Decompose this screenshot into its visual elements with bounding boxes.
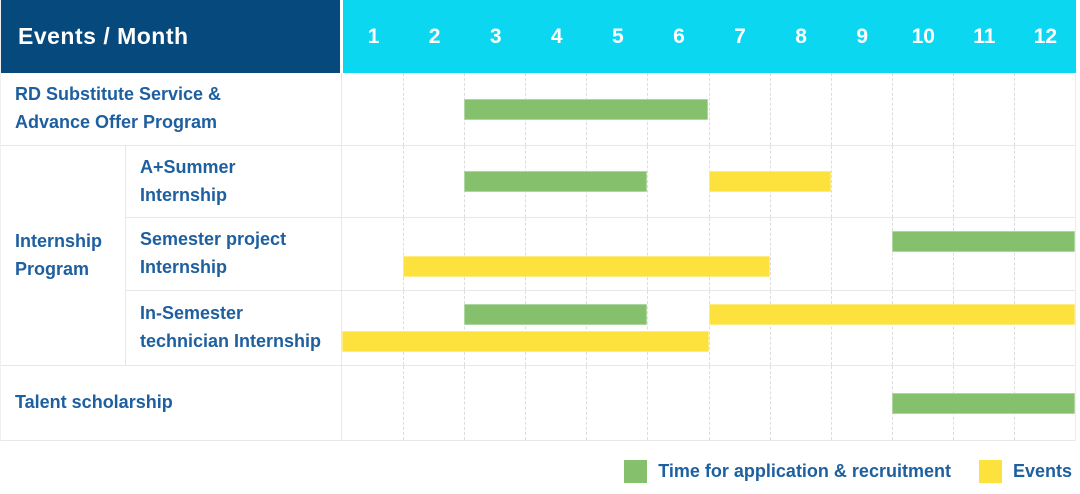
month-gridline xyxy=(403,73,405,145)
month-gridline xyxy=(952,146,954,217)
month-gridline xyxy=(464,218,466,290)
month-gridline xyxy=(952,218,954,290)
month-gridline xyxy=(647,291,649,365)
month-gridline xyxy=(708,366,710,440)
gantt-track-talent-scholarship xyxy=(342,366,1075,441)
month-gridline xyxy=(891,218,893,290)
month-gridline xyxy=(586,291,588,365)
month-header-10: 10 xyxy=(911,24,935,48)
month-gridline xyxy=(1013,73,1015,145)
event-bar xyxy=(342,331,709,352)
month-gridline xyxy=(769,218,771,290)
event-bar xyxy=(708,171,831,192)
month-gridline xyxy=(1013,218,1015,290)
row-label-semester-project: Semester project Internship xyxy=(126,218,342,291)
month-gridline xyxy=(830,291,832,365)
row-label-talent-scholarship: Talent scholarship xyxy=(1,366,342,441)
row-label-a-plus-summer: A+Summer Internship xyxy=(126,146,342,218)
month-header-3: 3 xyxy=(489,24,502,48)
legend-item-recruitment: Time for application & recruitment xyxy=(624,459,951,483)
legend-item-events: Events xyxy=(978,459,1072,483)
month-gridline xyxy=(586,366,588,440)
month-gridline xyxy=(1013,291,1015,365)
month-gridline xyxy=(708,218,710,290)
month-gridline xyxy=(403,291,405,365)
month-header-6: 6 xyxy=(673,24,685,48)
month-header-2: 2 xyxy=(428,24,441,48)
month-gridline xyxy=(403,366,405,440)
month-gridline xyxy=(1013,146,1015,217)
month-gridline xyxy=(830,146,832,217)
legend-label-recruitment: Time for application & recruitment xyxy=(658,460,951,481)
month-gridline xyxy=(525,218,527,290)
month-header-11: 11 xyxy=(973,24,996,48)
events-month-header-cell: Events / Month xyxy=(1,0,340,73)
month-gridline xyxy=(952,73,954,145)
month-gridline xyxy=(403,218,405,290)
month-gridline xyxy=(891,73,893,145)
month-header-7: 7 xyxy=(734,24,746,48)
month-header-1: 1 xyxy=(367,24,380,48)
events-month-table: Events / Month 1 2 3 4 5 6 7 8 9 10 11 12 RD Substi… xyxy=(0,0,1076,441)
month-header-8: 8 xyxy=(795,24,807,48)
month-header-12: 12 xyxy=(1033,24,1058,48)
month-header-4: 4 xyxy=(550,24,563,48)
row-label-rd-substitute: RD Substitute Service & Advance Offer Pr… xyxy=(1,73,342,146)
month-gridline xyxy=(647,366,649,440)
recruitment-bar xyxy=(891,392,1075,414)
month-gridline xyxy=(952,291,954,365)
month-gridline xyxy=(525,291,527,365)
header-divider xyxy=(340,0,343,73)
month-gridline xyxy=(708,291,710,365)
gantt-track-in-semester-technician xyxy=(342,291,1075,366)
month-gridline xyxy=(830,73,832,145)
gantt-track-a-plus-summer xyxy=(342,146,1075,218)
recruitment-swatch-icon xyxy=(624,459,648,483)
month-header-9: 9 xyxy=(856,24,868,48)
month-gridline xyxy=(586,218,588,290)
month-gridline xyxy=(525,366,527,440)
events-swatch-icon xyxy=(978,459,1002,483)
month-gridline xyxy=(769,291,771,365)
month-gridline xyxy=(647,218,649,290)
legend-label-events: Events xyxy=(1012,460,1072,481)
month-gridline xyxy=(830,218,832,290)
gantt-track-rd-substitute xyxy=(342,73,1075,146)
month-gridline xyxy=(830,366,832,440)
table-body: RD Substitute Service & Advance Offer Pr… xyxy=(1,73,1076,441)
month-gridline xyxy=(891,291,893,365)
month-gridline xyxy=(464,366,466,440)
event-bar xyxy=(403,256,770,277)
legend: Time for application & recruitment Event… xyxy=(0,454,1080,488)
month-header-row: 1 2 3 4 5 6 7 8 9 10 11 12 xyxy=(343,0,1076,73)
month-header-5: 5 xyxy=(612,24,624,48)
table-header-row: Events / Month 1 2 3 4 5 6 7 8 9 10 11 12 xyxy=(1,0,1076,73)
gantt-track-semester-project xyxy=(342,218,1075,291)
recruitment-bar xyxy=(464,171,648,192)
recruitment-bar xyxy=(891,231,1075,252)
month-gridline xyxy=(708,73,710,145)
month-gridline xyxy=(647,146,649,217)
recruitment-bar xyxy=(464,304,648,325)
month-gridline xyxy=(464,291,466,365)
month-gridline xyxy=(891,146,893,217)
row-label-in-semester-technician: In-Semester technician Internship xyxy=(126,291,342,366)
group-label-internship-program: Internship Program xyxy=(1,146,126,366)
month-gridline xyxy=(769,366,771,440)
recruitment-bar xyxy=(464,98,709,120)
month-gridline xyxy=(403,146,405,217)
month-gridline xyxy=(769,73,771,145)
event-bar xyxy=(708,304,1075,325)
